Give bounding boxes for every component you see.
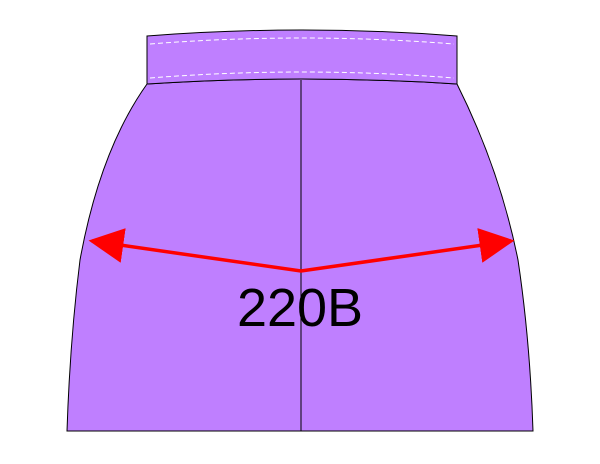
measurement-arrow xyxy=(88,228,515,273)
waistband-bottom-stitch xyxy=(149,71,455,79)
measurement-label: 220B xyxy=(237,278,363,338)
waistband-top-stitch xyxy=(149,37,455,45)
skirt-body xyxy=(66,78,534,432)
waistband xyxy=(146,29,458,85)
